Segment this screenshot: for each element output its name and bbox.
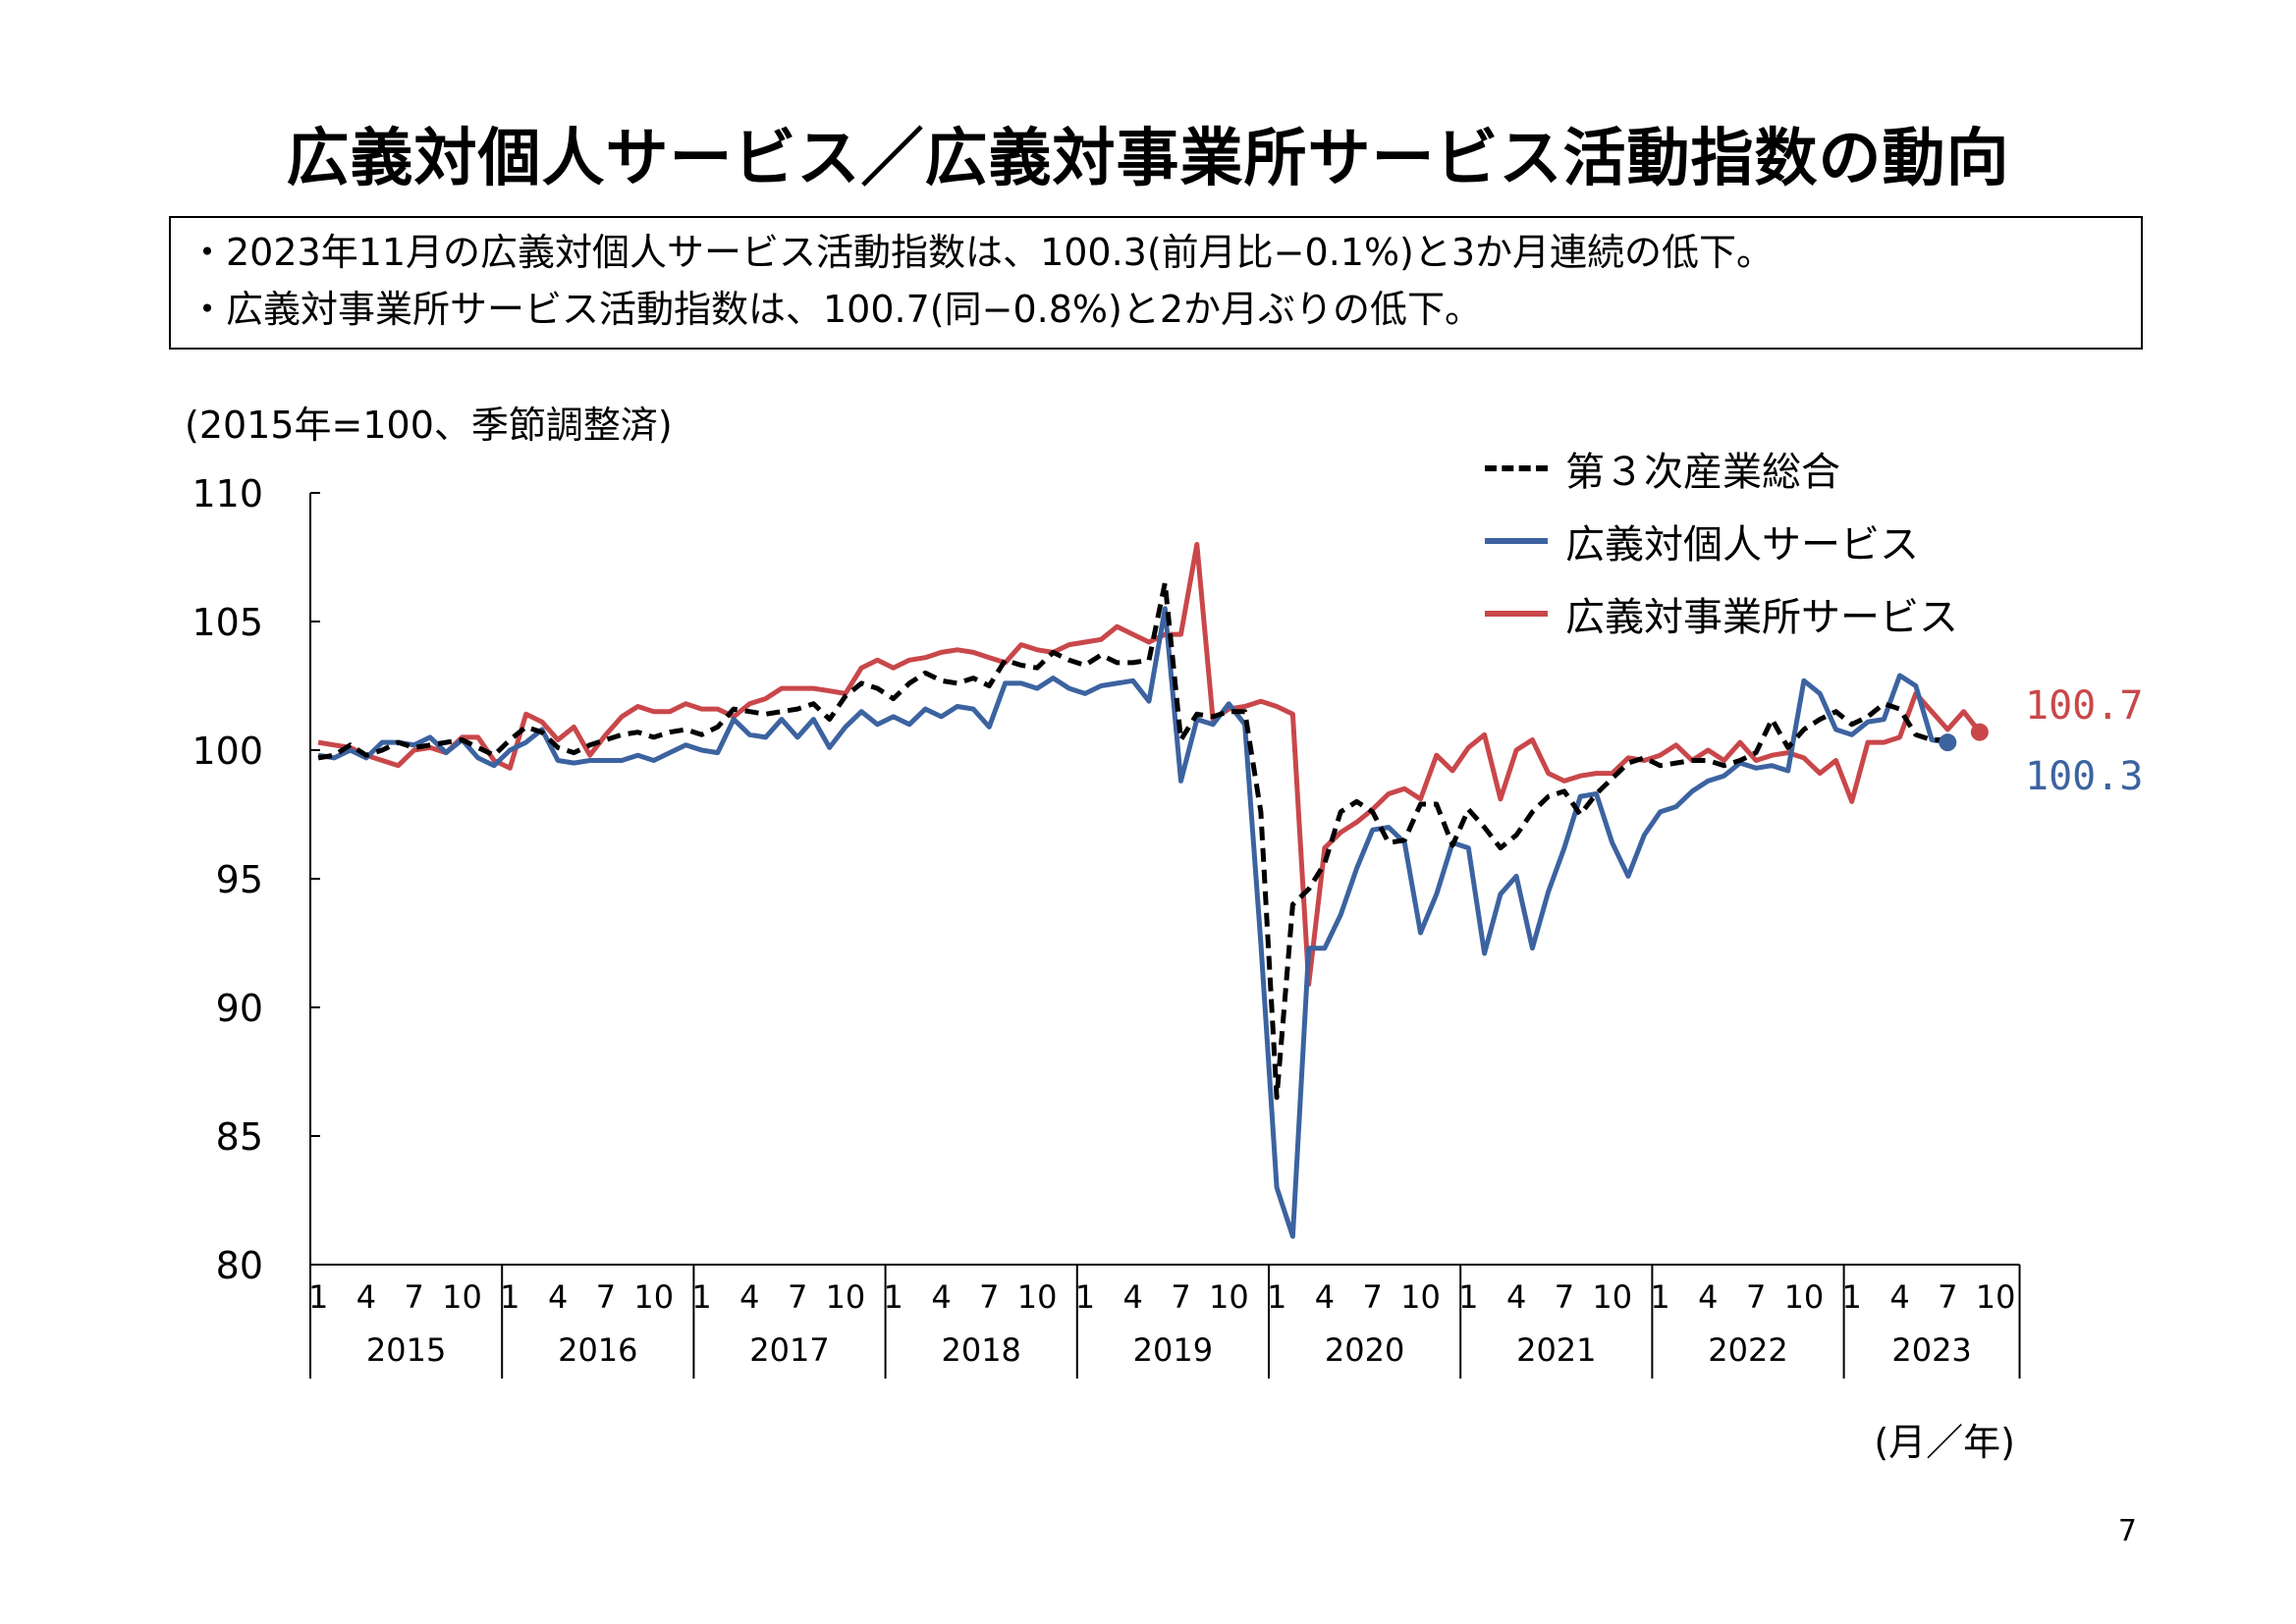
series-line-personal	[317, 606, 1948, 1239]
legend-item-personal: 広義対個人サービス	[1485, 505, 1958, 577]
month-tick-label: 1	[1650, 1278, 1669, 1316]
end-marker-business	[1970, 723, 1989, 741]
legend-item-total: 第３次産業総合	[1485, 432, 1958, 505]
end-label-business: 100.7	[2025, 683, 2144, 729]
y-tick-label: 85	[216, 1115, 263, 1159]
x-axis-unit: (月／年)	[1874, 1421, 2015, 1464]
year-label: 2023	[1891, 1331, 1971, 1369]
month-tick-label: 7	[1363, 1278, 1383, 1316]
legend-swatch-personal	[1485, 538, 1548, 544]
month-tick-label: 4	[1889, 1278, 1909, 1316]
month-tick-label: 10	[1784, 1278, 1825, 1316]
month-tick-label: 1	[1842, 1278, 1862, 1316]
end-marker-personal	[1939, 733, 1957, 752]
year-label: 2015	[366, 1331, 446, 1369]
year-label: 2022	[1708, 1331, 1787, 1369]
month-tick-label: 1	[308, 1278, 328, 1316]
legend: 第３次産業総合 広義対個人サービス 広義対事業所サービス	[1485, 432, 1958, 650]
month-tick-label: 4	[1123, 1278, 1143, 1316]
month-tick-label: 1	[1458, 1278, 1478, 1316]
series-line-business	[317, 541, 1982, 987]
month-tick-label: 7	[596, 1278, 616, 1316]
y-tick-label: 110	[191, 472, 263, 515]
end-label-personal: 100.3	[2025, 754, 2144, 799]
month-tick-label: 4	[1315, 1278, 1335, 1316]
month-tick-label: 4	[548, 1278, 568, 1316]
y-tick-label: 95	[216, 858, 263, 901]
legend-label-personal: 広義対個人サービス	[1565, 522, 1919, 568]
month-tick-label: 10	[1017, 1278, 1058, 1316]
y-tick-label: 100	[191, 730, 263, 773]
year-label: 2018	[941, 1331, 1020, 1369]
month-tick-label: 1	[500, 1278, 519, 1316]
legend-label-total: 第３次産業総合	[1565, 450, 1840, 495]
unit-note: (2015年=100、季節調整済)	[185, 404, 673, 447]
legend-label-business: 広義対事業所サービス	[1565, 595, 1958, 640]
month-tick-label: 1	[691, 1278, 711, 1316]
month-tick-label: 4	[356, 1278, 376, 1316]
y-tick-label: 90	[216, 987, 263, 1030]
year-label: 2016	[558, 1331, 637, 1369]
month-tick-label: 10	[1400, 1278, 1441, 1316]
summary-box: ・2023年11月の広義対個人サービス活動指数は、100.3(前月比−0.1%)…	[169, 216, 2143, 350]
summary-line-business: ・広義対事業所サービス活動指数は、100.7(同−0.8%)と2か月ぶりの低下。	[189, 288, 1482, 331]
month-tick-label: 10	[1209, 1278, 1249, 1316]
month-tick-label: 10	[1976, 1278, 2016, 1316]
month-tick-label: 4	[931, 1278, 951, 1316]
series-line-total	[317, 580, 1948, 1101]
year-label: 2020	[1325, 1331, 1404, 1369]
month-tick-label: 10	[1592, 1278, 1632, 1316]
summary-line-personal: ・2023年11月の広義対個人サービス活動指数は、100.3(前月比−0.1%)…	[189, 231, 1775, 274]
month-tick-label: 1	[1075, 1278, 1095, 1316]
month-tick-label: 7	[788, 1278, 807, 1316]
month-tick-label: 7	[405, 1278, 424, 1316]
month-tick-label: 4	[739, 1278, 759, 1316]
month-tick-label: 7	[1555, 1278, 1574, 1316]
page-number: 7	[2117, 1514, 2137, 1548]
month-tick-label: 7	[979, 1278, 999, 1316]
year-label: 2021	[1516, 1331, 1596, 1369]
year-label: 2019	[1133, 1331, 1213, 1369]
month-tick-label: 1	[1267, 1278, 1286, 1316]
month-tick-label: 1	[884, 1278, 903, 1316]
month-tick-label: 7	[1171, 1278, 1190, 1316]
month-tick-label: 4	[1698, 1278, 1718, 1316]
month-tick-label: 10	[442, 1278, 482, 1316]
page-title: 広義対個人サービス／広義対事業所サービス活動指数の動向	[286, 123, 2010, 195]
legend-swatch-business	[1485, 611, 1548, 617]
month-tick-label: 7	[1746, 1278, 1766, 1316]
y-tick-label: 80	[216, 1244, 263, 1287]
legend-item-business: 広義対事業所サービス	[1485, 577, 1958, 650]
month-tick-label: 10	[633, 1278, 674, 1316]
month-tick-label: 10	[826, 1278, 866, 1316]
month-tick-label: 4	[1506, 1278, 1526, 1316]
y-tick-label: 105	[191, 601, 263, 644]
legend-swatch-total	[1485, 465, 1548, 471]
year-label: 2017	[749, 1331, 829, 1369]
month-tick-label: 7	[1938, 1278, 1957, 1316]
